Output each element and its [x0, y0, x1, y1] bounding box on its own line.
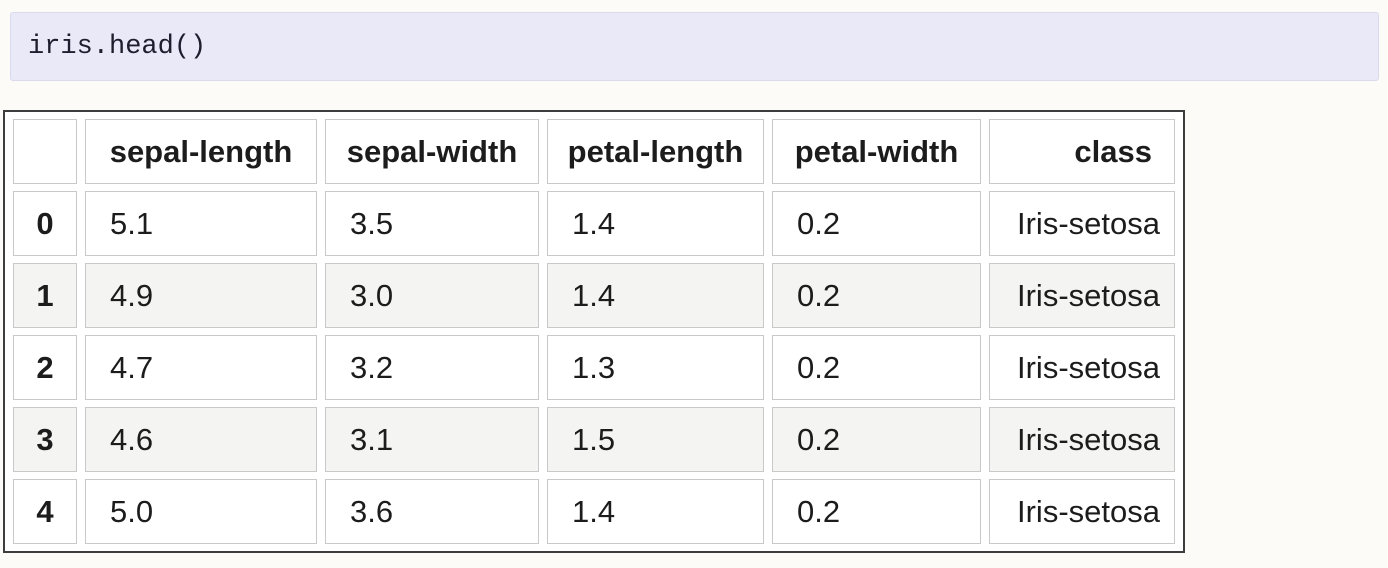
table-cell: Iris-setosa	[989, 407, 1175, 472]
table-cell: 3.1	[325, 407, 539, 472]
column-header-petal-length: petal-length	[547, 119, 764, 184]
table-row: 0 5.1 3.5 1.4 0.2 Iris-setosa	[13, 191, 1175, 256]
index-column-header	[13, 119, 77, 184]
table-cell: 3.6	[325, 479, 539, 544]
dataframe-table: sepal-length sepal-width petal-length pe…	[3, 110, 1185, 553]
table-cell: 5.0	[85, 479, 317, 544]
table-cell: Iris-setosa	[989, 335, 1175, 400]
table-cell: 4.6	[85, 407, 317, 472]
row-index-cell: 2	[13, 335, 77, 400]
table-cell: 0.2	[772, 479, 981, 544]
table-cell: 0.2	[772, 263, 981, 328]
header-row: sepal-length sepal-width petal-length pe…	[13, 119, 1175, 184]
code-text: iris.head()	[28, 31, 207, 62]
row-index-cell: 1	[13, 263, 77, 328]
table-cell: 0.2	[772, 191, 981, 256]
row-index-cell: 0	[13, 191, 77, 256]
table-cell: 1.4	[547, 263, 764, 328]
table-row: 4 5.0 3.6 1.4 0.2 Iris-setosa	[13, 479, 1175, 544]
table-row: 2 4.7 3.2 1.3 0.2 Iris-setosa	[13, 335, 1175, 400]
table-cell: 4.7	[85, 335, 317, 400]
column-header-sepal-width: sepal-width	[325, 119, 539, 184]
column-header-petal-width: petal-width	[772, 119, 981, 184]
table-cell: Iris-setosa	[989, 263, 1175, 328]
row-index-cell: 4	[13, 479, 77, 544]
table-cell: 4.9	[85, 263, 317, 328]
column-header-class: class	[989, 119, 1175, 184]
table-cell: 1.4	[547, 191, 764, 256]
column-header-sepal-length: sepal-length	[85, 119, 317, 184]
table-cell: 1.3	[547, 335, 764, 400]
table-row: 1 4.9 3.0 1.4 0.2 Iris-setosa	[13, 263, 1175, 328]
table-cell: 0.2	[772, 335, 981, 400]
table-cell: 1.5	[547, 407, 764, 472]
table-cell: 1.4	[547, 479, 764, 544]
table-row: 3 4.6 3.1 1.5 0.2 Iris-setosa	[13, 407, 1175, 472]
table-cell: 5.1	[85, 191, 317, 256]
table-cell: Iris-setosa	[989, 191, 1175, 256]
row-index-cell: 3	[13, 407, 77, 472]
table-cell: Iris-setosa	[989, 479, 1175, 544]
table-cell: 0.2	[772, 407, 981, 472]
table-cell: 3.0	[325, 263, 539, 328]
table-cell: 3.2	[325, 335, 539, 400]
table-cell: 3.5	[325, 191, 539, 256]
code-block: iris.head()	[10, 12, 1379, 81]
